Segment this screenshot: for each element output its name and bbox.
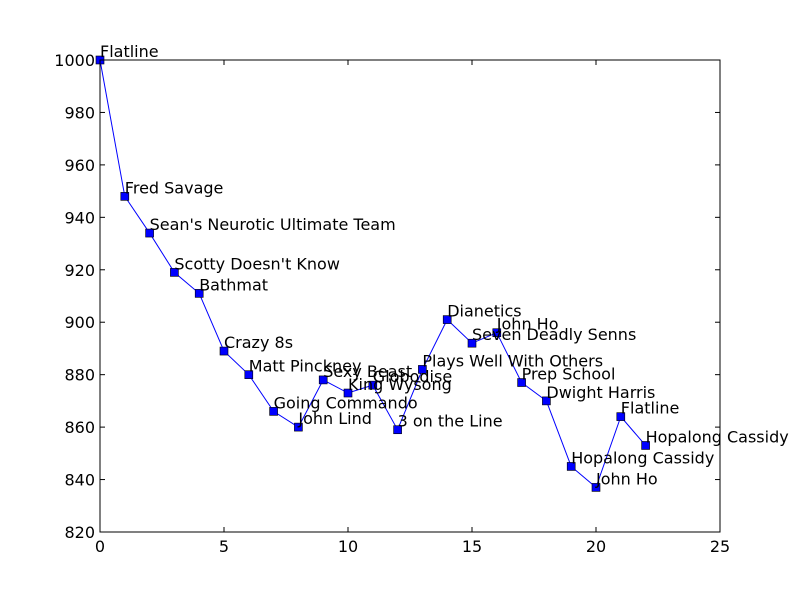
data-label: Prep School (522, 365, 616, 384)
data-label: John Ho (496, 315, 559, 334)
data-point (145, 228, 154, 238)
data-point (294, 422, 303, 432)
y-tick-label: 840 (64, 471, 95, 490)
y-tick-label: 940 (64, 208, 95, 227)
x-tick-label: 25 (710, 537, 730, 556)
data-point (442, 315, 452, 324)
x-tick-label: 0 (95, 537, 105, 556)
data-label: Dwight Harris (546, 383, 655, 402)
data-label: Hopalong Cassidy (571, 448, 714, 467)
x-tick-label: 15 (462, 537, 482, 556)
data-point (170, 268, 179, 277)
data-point (269, 407, 278, 416)
data-label: Flatline (621, 399, 680, 418)
x-tick-label: 10 (338, 537, 358, 556)
y-tick-label: 820 (64, 523, 95, 542)
y-tick-label: 960 (64, 156, 95, 175)
data-point (393, 425, 402, 435)
data-point (318, 375, 328, 385)
data-label: Bathmat (199, 275, 268, 294)
data-label: Dianetics (447, 302, 521, 321)
data-point (566, 462, 576, 471)
data-label: John Ho (595, 469, 658, 488)
data-point (120, 192, 130, 201)
data-label: Scotty Doesn't Know (174, 254, 340, 273)
data-label: Fred Savage (125, 178, 224, 197)
x-tick-label: 20 (586, 537, 606, 556)
y-tick-label: 980 (64, 103, 95, 122)
point-labels: Flatline Fred Savage Sean's Neurotic Ultim… (100, 42, 789, 488)
y-tick-label: 880 (64, 366, 95, 385)
data-point (517, 378, 526, 387)
data-point (418, 365, 427, 374)
y-tick-label: 1000 (54, 51, 95, 70)
data-label: Sean's Neurotic Ultimate Team (150, 215, 396, 234)
data-label: Seven Deadly Senns (472, 325, 636, 344)
data-label: Matt Pinckney (249, 357, 362, 376)
x-axis-tick-labels: 0 5 10 15 20 25 (95, 537, 730, 556)
y-tick-label: 900 (64, 313, 95, 332)
plot-frame (99, 59, 721, 533)
data-label: Plays Well With Others (422, 351, 603, 370)
data-label: Crazy 8s (224, 333, 293, 352)
data-point (244, 370, 254, 379)
data-point (492, 328, 502, 338)
y-tick-label: 920 (64, 261, 95, 280)
data-point (219, 346, 229, 356)
data-label: King Wysong (348, 375, 452, 394)
series-line (99, 59, 646, 489)
data-point (591, 483, 601, 492)
data-label: John Lind (297, 409, 372, 428)
y-axis-tick-labels: 820 840 860 880 900 920 940 960 980 1000 (54, 51, 95, 542)
data-point (343, 388, 353, 398)
data-point (194, 289, 204, 298)
data-point (616, 412, 626, 421)
data-label: Going Commando (274, 393, 418, 412)
data-point (467, 338, 477, 348)
data-point (368, 380, 378, 390)
data-label: Sexy Beast (323, 362, 412, 381)
y-tick-label: 860 (64, 418, 95, 437)
data-label: Flatline (100, 42, 159, 61)
data-label: Hopalong Cassidy (646, 427, 789, 446)
data-markers (95, 55, 650, 492)
data-point (542, 396, 551, 406)
data-label: 3 on the Line (398, 412, 503, 431)
x-tick-label: 5 (219, 537, 229, 556)
data-point (641, 441, 650, 450)
data-label: Globodise (373, 367, 452, 386)
